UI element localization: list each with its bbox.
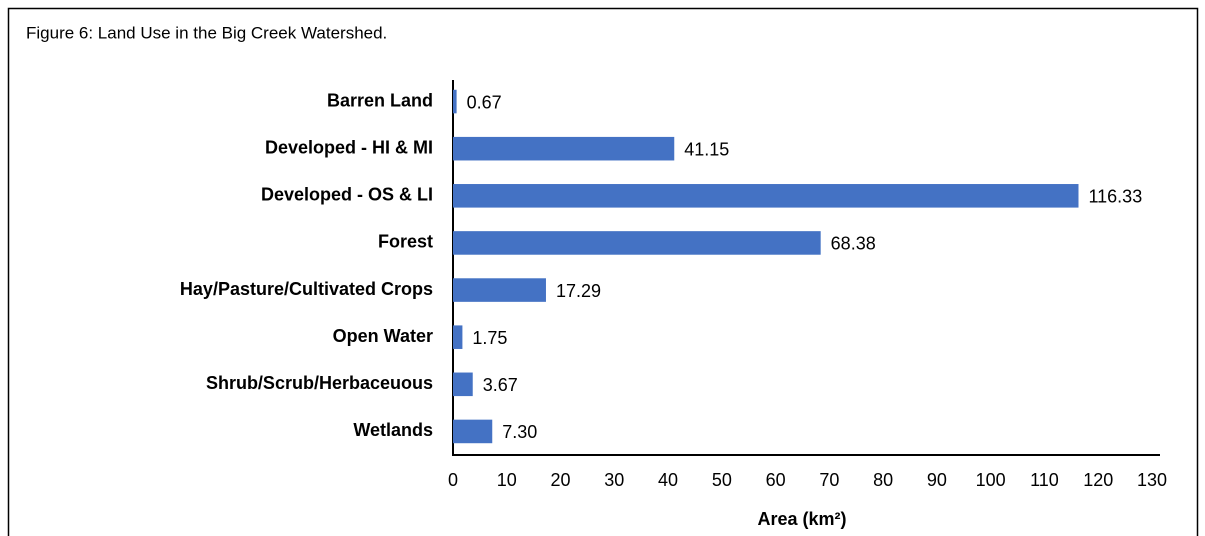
y-tick-label: Developed - HI & MI [265,137,433,157]
value-label: 68.38 [831,234,876,254]
x-tick-label: 40 [658,470,678,490]
bar [453,231,821,255]
bar [453,89,457,114]
bar [453,325,463,349]
x-tick-label: 120 [1083,470,1113,490]
y-tick-label: Hay/Pasture/Cultivated Crops [180,279,433,299]
x-tick-label: 50 [712,470,732,490]
y-tick-label: Developed - OS & LI [261,185,433,205]
x-tick-label: 0 [448,470,458,490]
x-tick-label: 90 [927,470,947,490]
value-label: 1.75 [472,328,507,348]
x-tick-label: 60 [766,470,786,490]
bar [453,184,1079,208]
y-tick-label: Open Water [333,326,433,346]
bar [453,419,493,444]
value-label: 0.67 [467,92,502,112]
bar [453,136,675,161]
y-tick-label: Wetlands [353,420,433,440]
bar [453,372,473,397]
x-tick-label: 30 [604,470,624,490]
value-label: 17.29 [556,281,601,301]
x-tick-label: 130 [1137,470,1167,490]
x-tick-label: 110 [1030,470,1059,490]
value-label: 3.67 [483,375,518,395]
y-tick-label: Shrub/Scrub/Herbaceuous [206,373,433,393]
x-tick-label: 20 [551,470,571,490]
y-tick-label: Barren Land [327,90,433,110]
chart-title: Figure 6: Land Use in the Big Creek Wate… [26,23,387,42]
x-tick-label: 10 [497,470,517,490]
y-tick-label: Forest [378,232,433,252]
value-label: 41.15 [684,139,729,159]
x-tick-label: 70 [819,470,839,490]
x-tick-label: 100 [976,470,1006,490]
value-label: 116.33 [1088,187,1142,207]
x-axis-title: Area (km²) [757,509,846,529]
frame [7,7,1199,536]
x-tick-label: 80 [873,470,893,490]
bar [453,278,546,302]
value-label: 7.30 [502,422,537,442]
